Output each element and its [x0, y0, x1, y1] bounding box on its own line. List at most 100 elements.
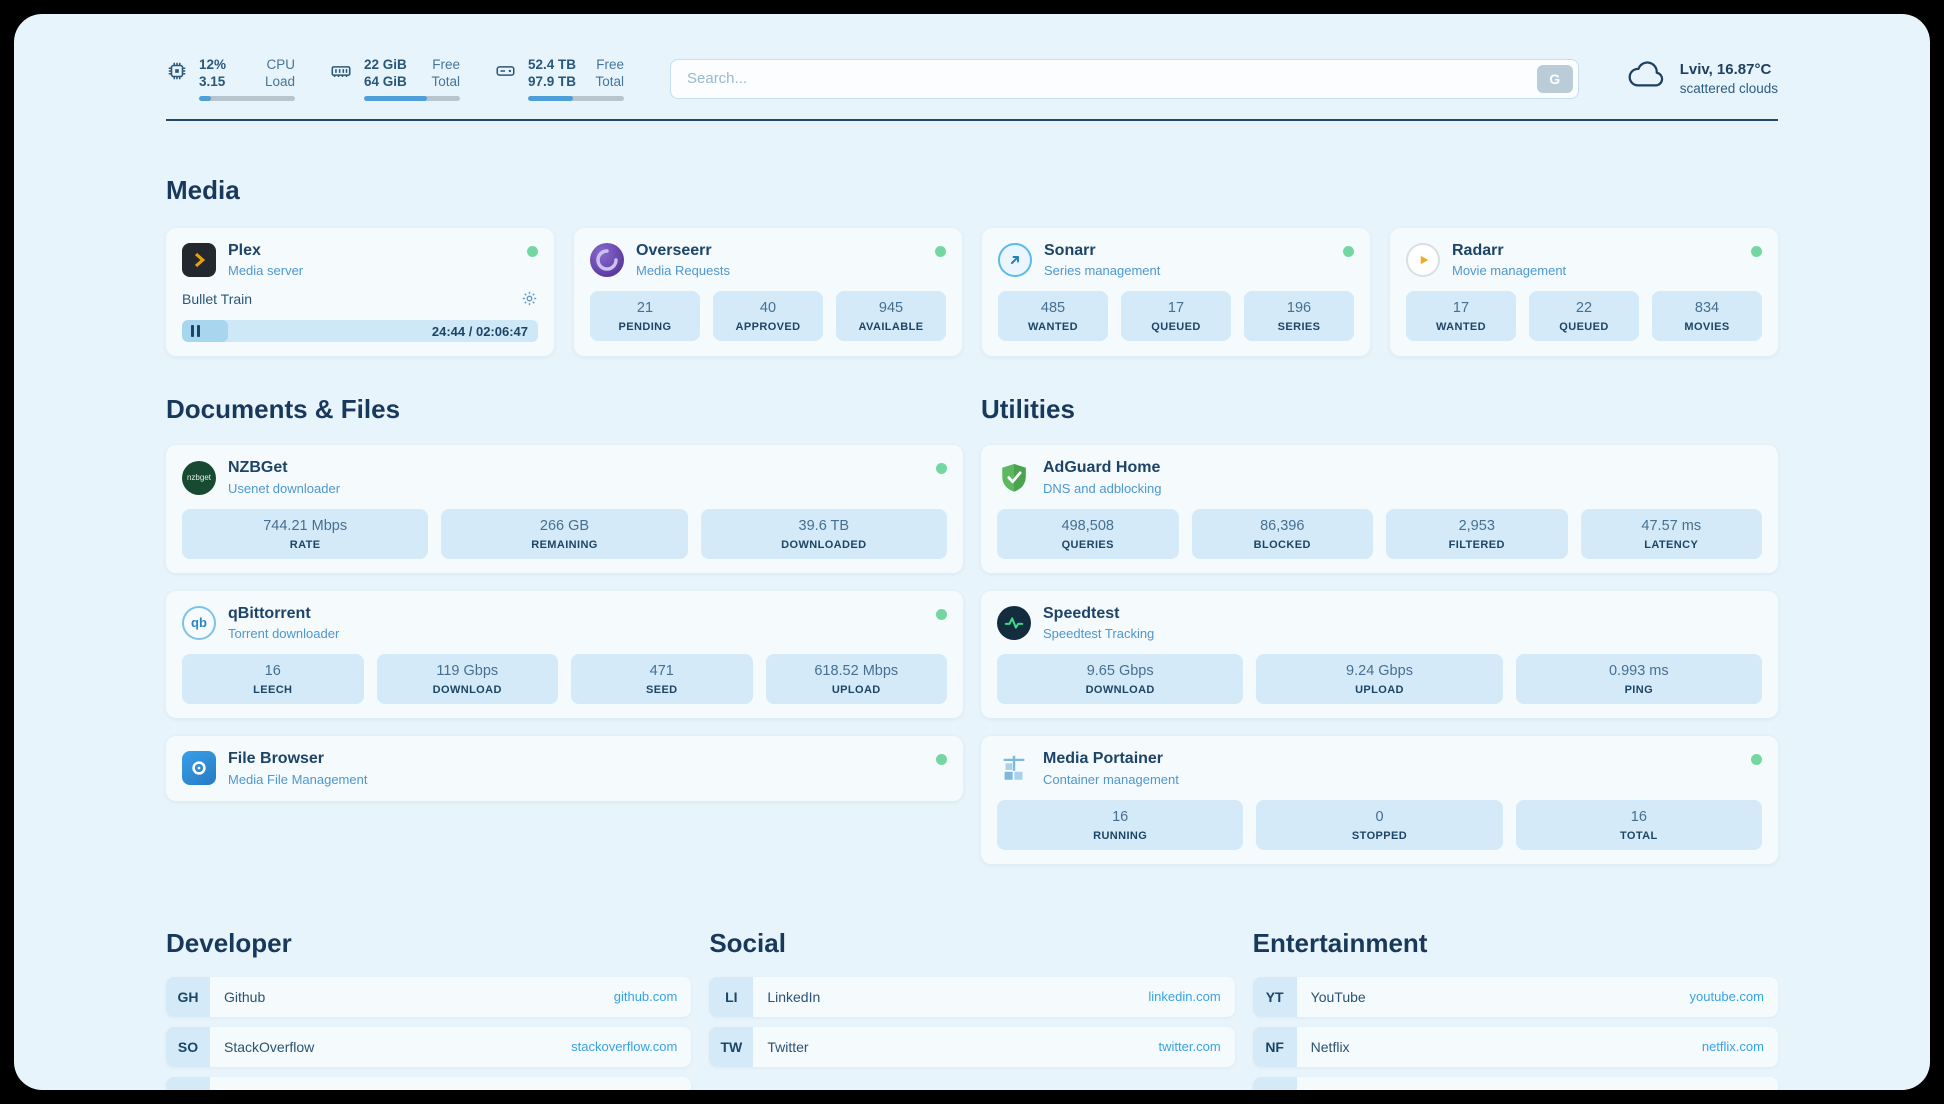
cpu-label: CPU: [266, 57, 295, 72]
qbittorrent-status-dot: [936, 608, 947, 620]
radarr-subtitle: Movie management: [1452, 263, 1567, 279]
cloud-icon: [1625, 60, 1667, 97]
overseerr-subtitle: Media Requests: [636, 263, 730, 279]
bookmark-url[interactable]: netflix.com: [1701, 1039, 1764, 1055]
sonarr-status-dot: [1343, 246, 1354, 257]
bookmark-abbr: YT: [1252, 976, 1297, 1017]
bookmark-url[interactable]: dev.to: [643, 1089, 677, 1090]
stat-pill: 2,953 FILTERED: [1386, 508, 1568, 559]
stat-pill: 16 TOTAL: [1515, 799, 1762, 850]
bookmark-netflix[interactable]: NF Netflix netflix.com: [1252, 1026, 1778, 1067]
playback-time: 24:44 / 02:06:47: [431, 323, 528, 339]
plex-subtitle: Media server: [228, 263, 304, 279]
bookmark-url[interactable]: linkedin.com: [1148, 989, 1221, 1005]
bookmark-stackoverflow[interactable]: SO StackOverflow stackoverflow.com: [166, 1026, 692, 1067]
radarr-title: Radarr: [1452, 242, 1504, 259]
bookmark-name: Github: [224, 988, 266, 1005]
entertainment-bookmarks: Entertainment YT YouTube youtube.com NF …: [1252, 927, 1778, 1090]
adguard-card[interactable]: AdGuard Home DNS and adblocking 498,508 …: [981, 445, 1778, 573]
filebrowser-card[interactable]: File Browser Media File Management: [166, 736, 963, 801]
bookmark-url[interactable]: twitter.com: [1158, 1039, 1221, 1055]
stat-pill: 86,396 BLOCKED: [1191, 508, 1373, 559]
stat-pill: 9.24 Gbps UPLOAD: [1256, 654, 1503, 705]
adguard-icon: [997, 461, 1031, 495]
entertainment-section-title: Entertainment: [1252, 927, 1428, 958]
stat-pill: 945 AVAILABLE: [836, 291, 946, 342]
bookmark-name: LinkedIn: [767, 988, 821, 1005]
speedtest-title: Speedtest: [1043, 604, 1120, 622]
overseerr-title: Overseerr: [636, 242, 712, 259]
plex-card[interactable]: Plex Media server Bullet Train: [166, 228, 554, 357]
bookmark-name: Netflix: [1310, 1038, 1350, 1055]
ram-total-value: 64 GiB: [364, 74, 407, 89]
nzbget-icon: nzbget: [182, 460, 216, 495]
developer-bookmarks: Developer GH Github github.com SO StackO…: [166, 928, 692, 1090]
radarr-card[interactable]: Radarr Movie management 17 WANTED 22 QUE…: [1390, 228, 1778, 357]
stat-pill: 618.52 Mbps UPLOAD: [765, 654, 947, 705]
ram-free-value: 22 GiB: [364, 57, 407, 72]
ram-total-label: Total: [431, 74, 460, 89]
documents-section: Documents & Files nzbget NZBGet Usenet d…: [166, 394, 963, 863]
qbittorrent-card[interactable]: qb qBittorrent Torrent downloader 16: [166, 590, 963, 719]
documents-section-title: Documents & Files: [166, 394, 401, 425]
stat-pill: 266 GB REMAINING: [441, 508, 688, 559]
bookmark-abbr: NF: [1252, 1026, 1297, 1067]
disk-icon: [494, 60, 517, 87]
bookmark-url[interactable]: github.com: [613, 989, 678, 1005]
adguard-subtitle: DNS and adblocking: [1043, 480, 1162, 496]
social-section-title: Social: [709, 927, 786, 958]
speedtest-card[interactable]: Speedtest Speedtest Tracking 9.65 Gbps D…: [981, 590, 1778, 719]
portainer-icon: [997, 751, 1031, 785]
disk-total-value: 97.9 TB: [528, 74, 577, 89]
stat-pill: 744.21 Mbps RATE: [182, 508, 429, 559]
media-section-title: Media: [166, 175, 240, 205]
sonarr-card[interactable]: Sonarr Series management 485 WANTED 17 Q…: [982, 228, 1370, 357]
stat-pill: 40 APPROVED: [713, 291, 823, 342]
bookmark-url[interactable]: stackoverflow.com: [571, 1039, 678, 1055]
bookmark-abbr: SO: [166, 1026, 210, 1067]
utilities-section: Utilities: [981, 394, 1778, 864]
disk-free-value: 52.4 TB: [528, 57, 577, 72]
bookmark-url[interactable]: youtube.com: [1689, 989, 1764, 1005]
bookmark-twitter[interactable]: TW Twitter twitter.com: [709, 1026, 1235, 1067]
stat-pill: 47.57 ms LATENCY: [1580, 508, 1762, 559]
search-input[interactable]: [670, 58, 1579, 99]
bookmark-abbr: DT: [166, 1076, 210, 1090]
gear-icon[interactable]: [521, 290, 538, 307]
cpu-usage-value: 12%: [199, 57, 227, 72]
filebrowser-status-dot: [936, 754, 947, 766]
bookmark-name: StackOverflow: [224, 1038, 315, 1055]
bookmark-url[interactable]: reddit.com: [1703, 1089, 1764, 1090]
overseerr-card[interactable]: Overseerr Media Requests 21 PENDING 40 A…: [574, 228, 962, 357]
bookmark-abbr: LI: [709, 976, 754, 1017]
bookmark-reddit[interactable]: RE Reddit reddit.com: [1252, 1076, 1778, 1090]
stat-pill: 0 STOPPED: [1256, 799, 1503, 850]
search-engine-button[interactable]: G: [1536, 64, 1573, 93]
bookmark-youtube[interactable]: YT YouTube youtube.com: [1252, 976, 1778, 1017]
bookmark-linkedin[interactable]: LI LinkedIn linkedin.com: [709, 976, 1235, 1017]
portainer-card[interactable]: Media Portainer Container management 16 …: [981, 736, 1778, 864]
bookmark-github[interactable]: GH Github github.com: [166, 976, 692, 1017]
ram-progress-bar: [364, 96, 460, 101]
ram-stat: 22 GiB 64 GiB Free Total: [329, 56, 460, 101]
bookmark-dev[interactable]: DT DEV dev.to: [166, 1076, 692, 1090]
filebrowser-title: File Browser: [228, 750, 325, 768]
stat-pill: 119 Gbps DOWNLOAD: [376, 654, 558, 705]
qbittorrent-icon: qb: [182, 605, 216, 640]
disk-total-label: Total: [595, 74, 624, 89]
stat-pill: 17 WANTED: [1406, 291, 1516, 342]
qbittorrent-title: qBittorrent: [228, 604, 311, 622]
search-bar: G: [670, 58, 1579, 99]
ram-icon: [329, 60, 353, 87]
adguard-title: AdGuard Home: [1043, 459, 1161, 477]
playback-progress-bar[interactable]: 24:44 / 02:06:47: [182, 320, 538, 343]
bookmark-name: YouTube: [1310, 988, 1366, 1005]
nzbget-card[interactable]: nzbget NZBGet Usenet downloader 744.21 M…: [166, 445, 963, 573]
overseerr-icon: [590, 243, 624, 278]
weather-widget: Lviv, 16.87°C scattered clouds: [1625, 60, 1778, 97]
stat-pill: 16 LEECH: [182, 654, 364, 705]
stat-pill: 834 MOVIES: [1652, 291, 1762, 342]
pause-icon[interactable]: [191, 325, 200, 338]
sonarr-icon: [998, 243, 1032, 278]
top-bar: 12% 3.15 CPU Load: [166, 56, 1778, 101]
